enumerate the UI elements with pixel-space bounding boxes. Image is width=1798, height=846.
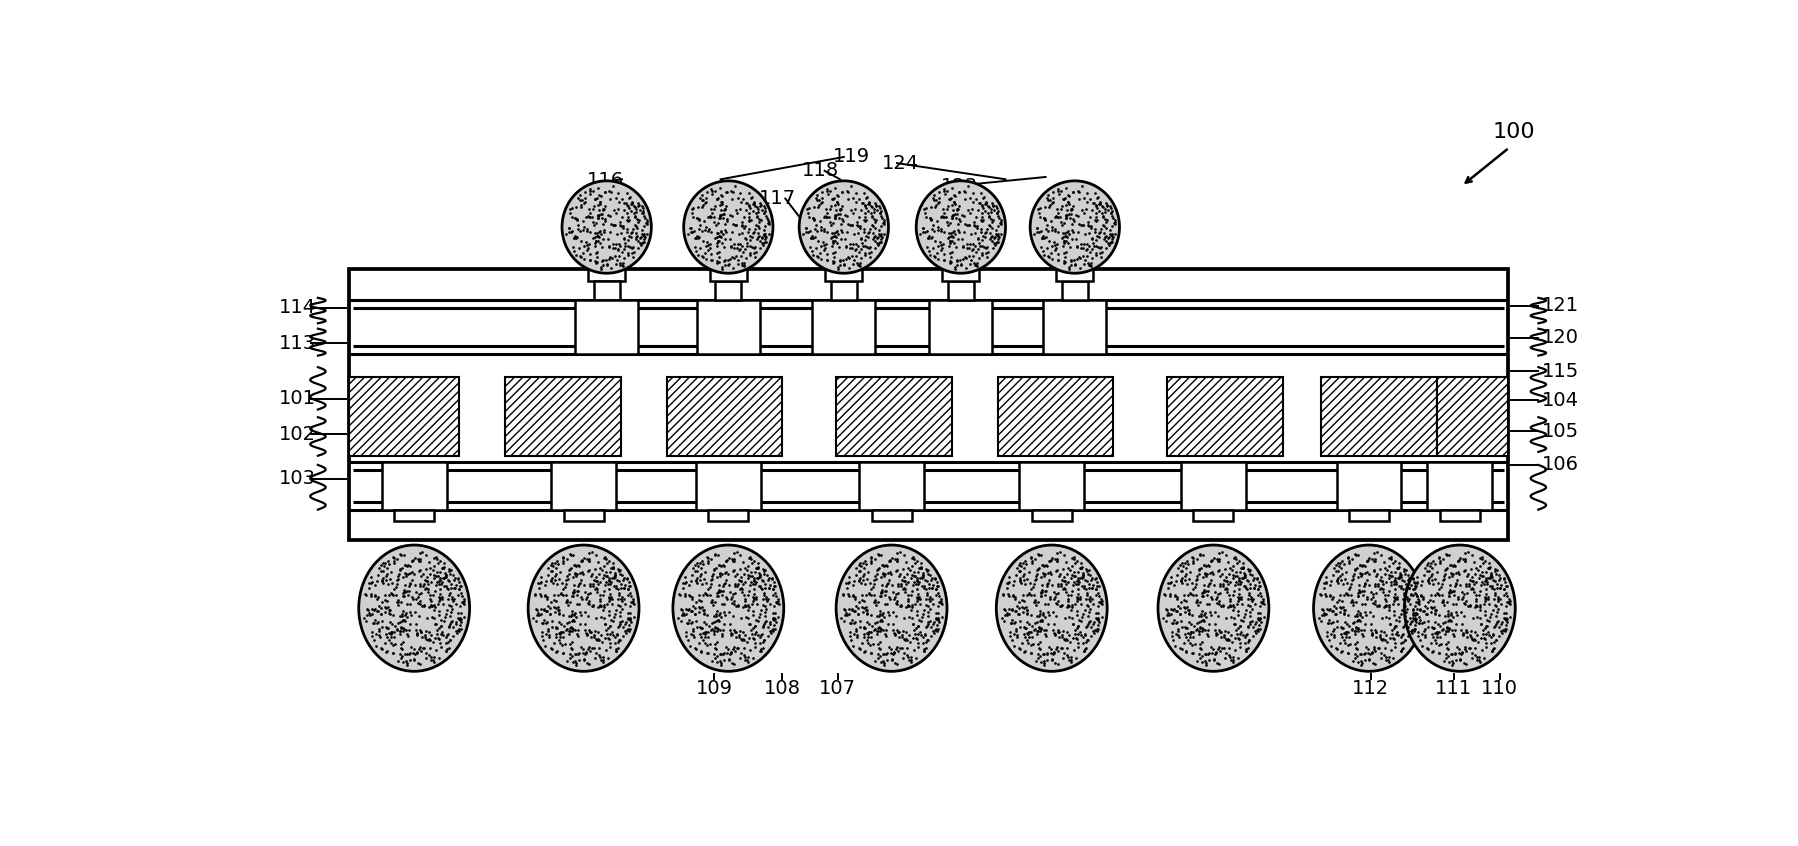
- Text: 101: 101: [279, 389, 315, 409]
- Ellipse shape: [672, 545, 784, 672]
- Bar: [394, 509, 433, 521]
- Text: 104: 104: [1541, 391, 1579, 409]
- Bar: [1192, 509, 1233, 521]
- Bar: [710, 269, 746, 281]
- Bar: [1438, 509, 1480, 521]
- Text: 114: 114: [279, 299, 315, 317]
- Ellipse shape: [836, 545, 946, 672]
- Bar: [349, 377, 458, 456]
- Text: 102: 102: [279, 425, 315, 443]
- Bar: [696, 462, 761, 509]
- Bar: [667, 377, 782, 456]
- Text: 108: 108: [764, 678, 800, 698]
- Bar: [1348, 509, 1388, 521]
- Text: 107: 107: [818, 678, 856, 698]
- Bar: [1320, 377, 1437, 456]
- Ellipse shape: [683, 181, 773, 273]
- Bar: [1336, 462, 1401, 509]
- Bar: [859, 462, 924, 509]
- Bar: [1437, 377, 1507, 456]
- Ellipse shape: [996, 545, 1106, 672]
- Bar: [1426, 462, 1491, 509]
- Bar: [1019, 462, 1084, 509]
- Bar: [836, 377, 951, 456]
- Text: 116: 116: [586, 171, 624, 190]
- Bar: [575, 300, 638, 354]
- Text: 119: 119: [832, 147, 870, 167]
- Bar: [381, 462, 446, 509]
- Ellipse shape: [1158, 545, 1268, 672]
- Text: 120: 120: [1541, 328, 1579, 348]
- Bar: [948, 281, 973, 300]
- Text: 121: 121: [1541, 296, 1579, 315]
- Ellipse shape: [915, 181, 1005, 273]
- Bar: [1055, 269, 1093, 281]
- Bar: [696, 300, 759, 354]
- Bar: [563, 509, 604, 521]
- Bar: [588, 269, 626, 281]
- Text: 105: 105: [1541, 421, 1579, 441]
- Bar: [813, 300, 876, 354]
- Text: 100: 100: [1491, 122, 1534, 141]
- Bar: [870, 509, 912, 521]
- Bar: [1030, 509, 1072, 521]
- Bar: [1167, 377, 1282, 456]
- Bar: [831, 281, 856, 300]
- Text: 113: 113: [279, 334, 315, 353]
- Bar: [1061, 281, 1088, 300]
- Bar: [716, 281, 741, 300]
- Bar: [998, 377, 1113, 456]
- Bar: [593, 281, 620, 300]
- Text: 103: 103: [279, 470, 315, 488]
- Text: 115: 115: [1541, 361, 1579, 381]
- Ellipse shape: [561, 181, 651, 273]
- Bar: [505, 377, 620, 456]
- Text: 106: 106: [1541, 455, 1579, 475]
- Text: 123: 123: [940, 177, 978, 195]
- Text: 110: 110: [1480, 678, 1518, 698]
- Bar: [825, 269, 861, 281]
- Bar: [942, 269, 978, 281]
- Ellipse shape: [358, 545, 469, 672]
- Ellipse shape: [529, 545, 638, 672]
- Text: 111: 111: [1435, 678, 1471, 698]
- Ellipse shape: [1030, 181, 1118, 273]
- Bar: [349, 269, 1507, 541]
- Bar: [1043, 300, 1106, 354]
- Bar: [550, 462, 615, 509]
- Text: 118: 118: [802, 162, 840, 180]
- Bar: [1181, 462, 1244, 509]
- Text: 112: 112: [1352, 678, 1388, 698]
- Ellipse shape: [1404, 545, 1514, 672]
- Text: 109: 109: [696, 678, 732, 698]
- Bar: [708, 509, 748, 521]
- Text: 124: 124: [881, 154, 919, 173]
- Bar: [930, 300, 992, 354]
- Ellipse shape: [1313, 545, 1424, 672]
- Text: 117: 117: [759, 189, 797, 208]
- Ellipse shape: [798, 181, 888, 273]
